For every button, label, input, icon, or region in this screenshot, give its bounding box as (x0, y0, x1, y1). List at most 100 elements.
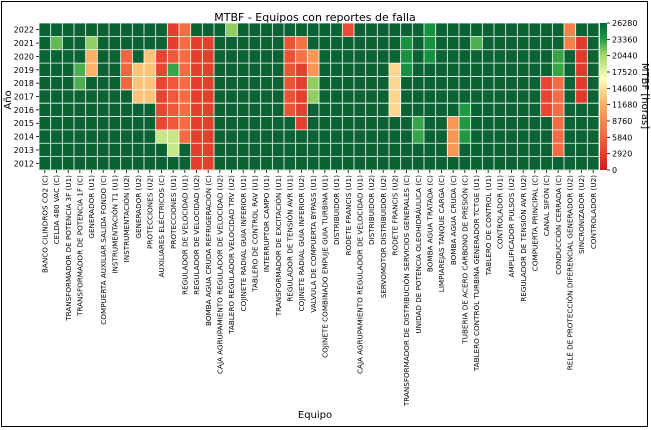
x-tick-label: CAJA AGRUPAMIENTO REGULADOR DE VELOCIDAD… (355, 175, 364, 374)
heatmap-cell (494, 116, 506, 131)
heatmap-cell (470, 129, 483, 144)
heatmap-cell (249, 143, 261, 157)
heatmap-cell (540, 103, 553, 117)
heatmap-cell (249, 36, 261, 51)
heatmap-cell (120, 36, 133, 51)
colorbar-tick-label: 5840 (612, 133, 632, 142)
heatmap-cell (50, 23, 63, 37)
heatmap-cell (342, 76, 355, 91)
heatmap-cell (62, 49, 75, 64)
heatmap-cell (62, 103, 75, 117)
heatmap-cell (179, 143, 191, 157)
heatmap-cell (39, 89, 51, 104)
heatmap-cell (564, 129, 576, 144)
heatmap-cell (202, 36, 215, 51)
heatmap-cell (354, 23, 366, 37)
heatmap-cell (97, 63, 110, 77)
heatmap-cell (435, 36, 448, 51)
heatmap-cell (132, 63, 145, 77)
heatmap-cell (179, 49, 191, 64)
heatmap-cell (564, 76, 576, 91)
heatmap-cell (459, 116, 471, 131)
heatmap-cell (342, 89, 355, 104)
heatmap-cell (319, 103, 331, 117)
heatmap-cell (155, 23, 168, 37)
heatmap-cell (470, 103, 483, 117)
heatmap-cell (225, 103, 238, 117)
heatmap-cell (412, 76, 425, 91)
heatmap-cell (435, 76, 448, 91)
heatmap-cell (365, 156, 378, 171)
heatmap-cell (155, 49, 168, 64)
heatmap-cell (109, 116, 121, 131)
heatmap-cell (517, 63, 530, 77)
heatmap-cell (272, 156, 285, 171)
heatmap-cell (540, 49, 553, 64)
heatmap-cell (62, 76, 75, 91)
heatmap-cell (39, 143, 51, 157)
x-tick-label: REGULADOR DE VELOCIDAD (U2) (192, 175, 201, 295)
x-tick-label: COJINETE COMBINADO EMPUJE GUIA TURBINA (… (320, 175, 329, 358)
heatmap-cell (552, 36, 565, 51)
heatmap-cell (249, 89, 261, 104)
heatmap-cell (424, 129, 436, 144)
heatmap-cell (202, 129, 215, 144)
heatmap-cell (179, 36, 191, 51)
heatmap-cell (400, 36, 413, 51)
heatmap-cell (109, 76, 121, 91)
colorbar-tick-label: 14600 (612, 84, 637, 93)
x-tick-label: RODETE FRANCIS (U2) (390, 175, 399, 256)
x-tick-label: TABLERO CONTROL TURBINA GENERADOR TCTGE … (472, 175, 481, 372)
heatmap-cell (132, 116, 145, 131)
heatmap-cell (517, 89, 530, 104)
heatmap-cell (529, 49, 541, 64)
y-tick-label: 2013 (14, 146, 34, 155)
heatmap-cell (552, 103, 565, 117)
heatmap-cell (50, 89, 63, 104)
x-tick-label: BANCO CILINDROS CO2 (C) (40, 175, 49, 273)
heatmap-cell (214, 23, 226, 37)
heatmap-cell (365, 36, 378, 51)
heatmap-cell (505, 23, 518, 37)
heatmap-cell (284, 116, 296, 131)
heatmap-cell (260, 89, 273, 104)
heatmap-cell (144, 129, 156, 144)
heatmap-cell (85, 63, 98, 77)
heatmap-cell (109, 23, 121, 37)
heatmap-cell (389, 143, 401, 157)
heatmap-cell (459, 76, 471, 91)
heatmap-cell (494, 89, 506, 104)
x-tick-label: CAJA AGRUPAMIENTO REGULADOR DE VELOCIDAD… (215, 175, 224, 374)
heatmap-cell (155, 143, 168, 157)
y-axis-ticks: 2022 2021 2020 2019 2018 2017 2016 2015 2014 2013… (14, 26, 39, 168)
x-tick-label: GENERADOR (U1) (87, 175, 96, 239)
heatmap-cell (505, 36, 518, 51)
heatmap-cell (564, 143, 576, 157)
heatmap-cell (400, 49, 413, 64)
heatmap-cell (412, 143, 425, 157)
heatmap-cell (62, 23, 75, 37)
heatmap-cell (412, 116, 425, 131)
colorbar-tick-label: 20440 (612, 52, 637, 61)
x-tick-label: SERVOMOTOR DISTRIBUIDOR (U2) (379, 175, 388, 298)
heatmap-cell (377, 63, 390, 77)
colorbar (600, 23, 607, 170)
heatmap-cell (39, 76, 51, 91)
heatmap-cell (97, 116, 110, 131)
heatmap-cell (552, 49, 565, 64)
heatmap-cell (564, 103, 576, 117)
heatmap-cell (237, 49, 250, 64)
heatmap-cell (389, 129, 401, 144)
heatmap-cell (517, 156, 530, 171)
heatmap-cell (295, 89, 308, 104)
heatmap-cell (377, 49, 390, 64)
heatmap-cell (202, 76, 215, 91)
heatmap-cell (284, 76, 296, 91)
heatmap-cell (120, 143, 133, 157)
heatmap-cell (342, 63, 355, 77)
heatmap-cell (74, 143, 86, 157)
heatmap-cell (494, 76, 506, 91)
heatmap-cell (482, 36, 495, 51)
heatmap-cell (50, 143, 63, 157)
heatmap-cell (295, 116, 308, 131)
